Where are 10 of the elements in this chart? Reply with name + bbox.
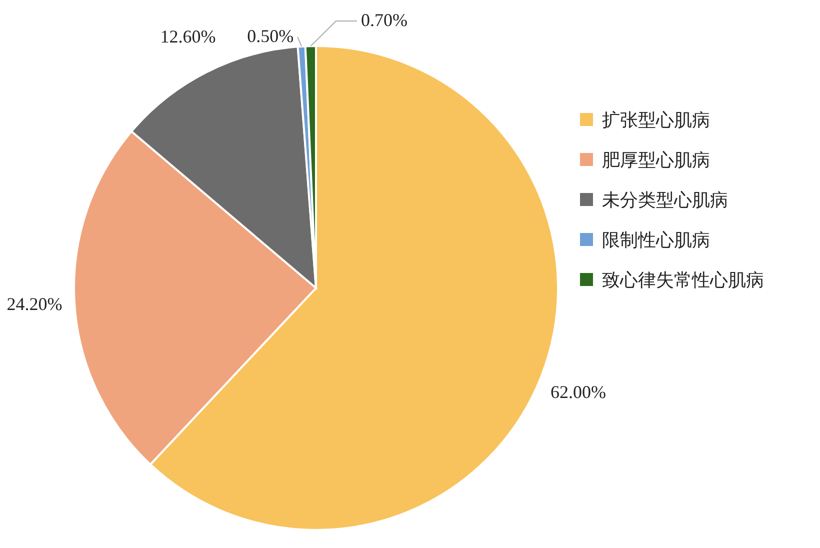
- legend-label: 扩张型心肌病: [602, 110, 710, 130]
- legend-label: 肥厚型心肌病: [602, 150, 710, 170]
- data-label: 12.60%: [160, 26, 216, 47]
- legend-label: 致心律失常性心肌病: [602, 270, 764, 290]
- data-label: 24.20%: [6, 294, 62, 314]
- data-label: 62.00%: [550, 382, 606, 402]
- data-label: 0.70%: [361, 10, 408, 30]
- data-label: 0.50%: [247, 26, 294, 46]
- legend-label: 限制性心肌病: [602, 230, 710, 250]
- legend-label: 未分类型心肌病: [602, 190, 728, 210]
